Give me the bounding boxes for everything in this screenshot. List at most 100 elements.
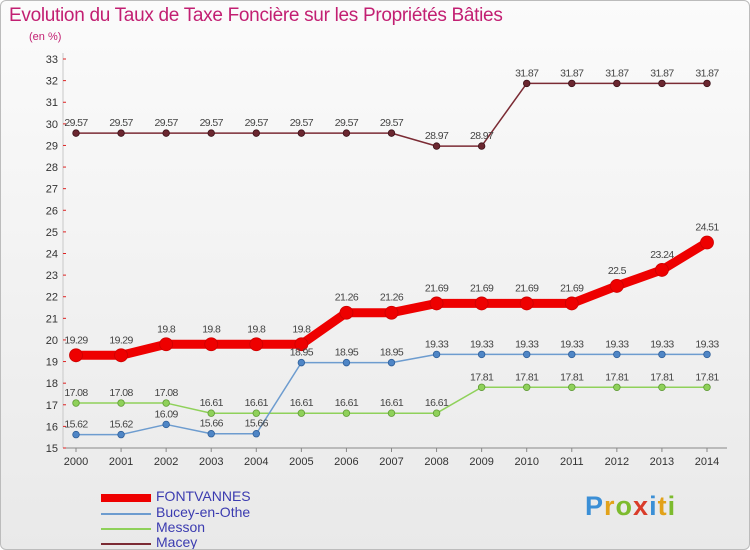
data-label: 18.95: [380, 347, 404, 359]
data-label: 19.33: [650, 338, 674, 350]
data-point: [114, 348, 128, 363]
data-point: [72, 129, 80, 137]
series-bucey-en-othe: [72, 350, 711, 439]
data-label: 31.87: [605, 67, 629, 79]
data-label: 31.87: [695, 67, 719, 79]
data-point: [429, 296, 444, 311]
data-point: [658, 383, 666, 391]
data-point: [568, 79, 576, 88]
data-label: 17.08: [109, 387, 133, 399]
data-point: [432, 142, 441, 150]
data-label: 15.66: [200, 418, 224, 430]
data-label: 16.61: [200, 397, 224, 409]
data-label: 16.61: [380, 397, 404, 409]
legend-item-messon: Messon: [101, 519, 301, 536]
data-point: [69, 348, 83, 363]
legend-swatch: [101, 513, 151, 515]
legend-item-bucey-en-othe: Bucey-en-Othe: [101, 504, 301, 521]
data-point: [342, 358, 351, 367]
legend-label: Macey: [156, 534, 198, 550]
data-label: 16.61: [290, 397, 314, 409]
data-label: 21.26: [380, 292, 404, 304]
legend-swatch: [101, 543, 151, 545]
data-point: [387, 129, 396, 137]
data-point: [387, 358, 396, 367]
logo-letter: x: [633, 491, 650, 521]
data-label: 15.66: [245, 418, 269, 430]
data-point: [519, 296, 534, 311]
data-label: 19.33: [560, 338, 584, 350]
data-label: 15.62: [64, 419, 88, 431]
data-point: [609, 279, 624, 293]
x-tick-label: 2014: [695, 456, 719, 468]
x-tick-label: 2000: [64, 456, 88, 468]
data-label: 24.51: [695, 221, 719, 233]
data-label: 17.81: [605, 371, 629, 383]
legend-item-macey: Macey: [101, 534, 301, 550]
x-tick-label: 2002: [154, 456, 178, 468]
y-tick-label: 21: [46, 313, 58, 325]
x-tick-label: 2013: [650, 456, 674, 468]
data-label: 18.95: [290, 347, 314, 359]
x-tick-label: 2007: [379, 456, 403, 468]
data-label: 21.69: [425, 282, 449, 294]
y-tick-label: 31: [46, 97, 58, 109]
data-label: 19.33: [695, 338, 719, 350]
data-point: [658, 79, 666, 88]
data-label: 16.09: [155, 408, 179, 420]
y-tick-label: 22: [46, 292, 58, 304]
data-label: 19.8: [247, 323, 266, 335]
data-point: [703, 79, 711, 88]
data-point: [297, 129, 306, 137]
x-tick-label: 2011: [560, 456, 584, 468]
data-label: 29.57: [155, 117, 179, 129]
data-label: 21.69: [470, 282, 494, 294]
data-point: [72, 399, 80, 407]
data-label: 19.8: [292, 323, 311, 335]
data-point: [474, 296, 489, 311]
data-point: [252, 409, 260, 417]
data-label: 29.57: [335, 117, 359, 129]
data-point: [117, 129, 125, 137]
data-point: [207, 409, 215, 417]
legend-swatch: [101, 528, 151, 530]
data-label: 19.8: [202, 323, 221, 335]
x-tick-label: 2001: [109, 456, 133, 468]
data-label: 17.81: [515, 371, 539, 383]
data-point: [339, 305, 354, 320]
y-tick-label: 29: [46, 140, 58, 152]
data-point: [477, 383, 486, 391]
data-point: [700, 235, 714, 250]
data-point: [523, 383, 531, 391]
data-label: 17.08: [64, 387, 88, 399]
data-label: 28.97: [425, 130, 449, 142]
series-fontvannes: [69, 235, 714, 363]
x-tick-label: 2009: [469, 456, 493, 468]
y-tick-label: 32: [46, 76, 58, 88]
x-tick-label: 2012: [605, 456, 629, 468]
y-tick-label: 15: [46, 443, 58, 455]
y-tick-label: 33: [46, 54, 58, 66]
logo-letter: t: [657, 491, 668, 521]
data-point: [658, 350, 666, 359]
data-point: [432, 350, 441, 359]
data-label: 19.33: [425, 338, 449, 350]
y-tick-label: 23: [46, 270, 58, 282]
data-point: [655, 263, 669, 277]
data-point: [162, 399, 170, 407]
logo-letter: o: [615, 491, 634, 521]
data-label: 16.61: [425, 397, 449, 409]
data-label: 29.57: [200, 117, 224, 129]
series-layer: [69, 79, 714, 439]
data-label: 17.81: [650, 371, 674, 383]
data-point: [387, 409, 396, 417]
data-label: 17.81: [470, 371, 494, 383]
series-messon: [72, 383, 711, 417]
x-tick-label: 2010: [514, 456, 538, 468]
data-point: [613, 383, 621, 391]
data-label: 15.62: [109, 419, 133, 431]
data-label: 23.24: [650, 249, 674, 261]
data-point: [249, 337, 264, 352]
